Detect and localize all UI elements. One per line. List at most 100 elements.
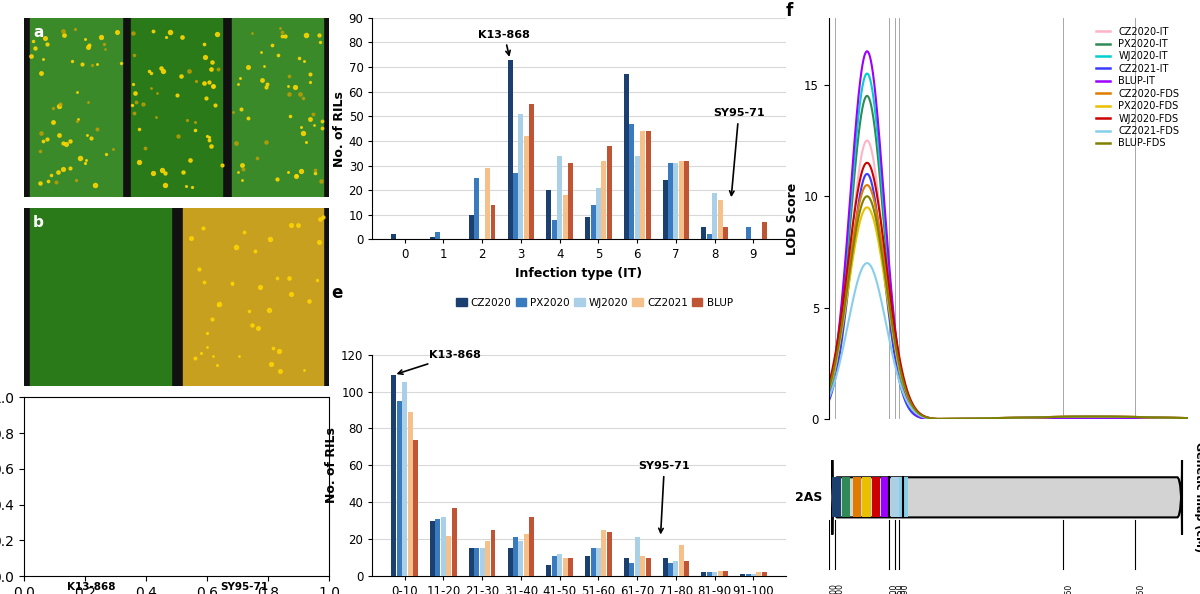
CZ2021-FDS [967,415,982,422]
PX2020-FDS [860,204,875,211]
Text: K13-868: K13-868 [67,582,115,592]
CZ2020-FDS [822,384,836,391]
Bar [872,477,881,517]
Text: KP24_43.76:25.60: KP24_43.76:25.60 [1135,583,1145,594]
Bar [646,558,650,576]
PX2020-IT [1102,416,1116,423]
Line: CZ2021-FDS: CZ2021-FDS [829,263,1188,419]
Bar [635,156,640,239]
CZ2020-FDS [967,415,982,422]
Bar [607,146,612,239]
Bar [596,188,601,239]
Bar [863,477,871,517]
Bar [546,565,551,576]
CZ2021-FDS [822,394,836,402]
Y-axis label: No. of RILs: No. of RILs [332,91,346,166]
Bar [673,561,678,576]
CZ2020-FDS [860,182,875,189]
BLUP-FDS [980,415,995,422]
Text: SY95-71: SY95-71 [638,461,690,533]
Bar [131,18,222,197]
BLUP-FDS [1181,415,1195,422]
Bar [557,156,562,239]
Bar [668,163,673,239]
Bar [853,477,862,517]
Bar [601,160,606,239]
CZ2020-FDS [1109,413,1123,420]
PX2020-FDS [1109,413,1123,420]
Bar [30,18,121,197]
BLUP-IT [1109,416,1123,423]
Text: KP24_34.29:5.00: KP24_34.29:5.00 [889,583,898,594]
WJ2020-FDS [1181,415,1195,422]
Bar [518,114,523,239]
Bar [552,556,557,576]
BLUP-FDS [1109,413,1123,420]
CZ2021-FDS [929,415,943,422]
BLUP-FDS [1069,413,1084,420]
Bar [391,235,396,239]
CZ2021-FDS [980,415,995,422]
CZ2020-FDS [980,415,995,422]
WJ2020-IT [1068,416,1082,423]
FancyBboxPatch shape [833,460,1182,535]
Line: CZ2020-FDS: CZ2020-FDS [829,185,1188,419]
PX2020-FDS [930,415,944,422]
CZ2020-IT [980,416,995,423]
CZ2021-FDS [858,260,872,267]
BLUP-IT [1102,416,1116,423]
CZ2021-IT [1181,416,1195,423]
Bar [563,195,568,239]
WJ2020-FDS [860,159,875,166]
Bar [397,401,402,576]
WJ2020-IT [967,416,982,423]
Bar [662,181,667,239]
CZ2021-IT [1109,416,1123,423]
Bar [402,383,407,576]
Bar [624,74,629,239]
Bar [518,541,523,576]
CZ2021-IT [1102,416,1116,423]
WJ2020-FDS [1103,413,1117,420]
CZ2020-FDS [1103,413,1117,420]
PX2020-IT [980,416,995,423]
CZ2021-IT [980,416,995,423]
BLUP-IT [822,388,836,396]
PX2020-IT [1068,416,1082,423]
CZ2021-IT [967,416,982,423]
Text: SC_372:0.00: SC_372:0.00 [829,583,838,594]
CZ2020-IT [822,395,836,402]
CZ2020-IT [858,138,872,146]
Bar [718,571,722,576]
Bar [629,563,635,576]
BLUP-FDS [860,192,875,200]
BLUP-FDS [858,194,872,201]
Bar [679,160,684,239]
Bar [756,573,762,576]
Text: KP24_40.54:19.60: KP24_40.54:19.60 [1063,583,1073,594]
Text: Genetic map (cM): Genetic map (cM) [1194,443,1200,552]
PX2020-FDS [1181,415,1195,422]
Bar [842,477,851,517]
Bar [882,477,890,517]
Bar [740,574,745,576]
CZ2020-FDS [930,415,944,422]
Legend: CZ2020, PX2020, WJ2020, CZ2021, BLUP: CZ2020, PX2020, WJ2020, CZ2021, BLUP [452,293,737,312]
Line: WJ2020-FDS: WJ2020-FDS [829,163,1188,419]
CZ2020-IT [1068,416,1082,423]
Text: KP24_35.74:5.90: KP24_35.74:5.90 [899,583,908,594]
Bar [646,131,650,239]
CZ2020-IT [967,416,982,423]
Bar [563,558,568,576]
Legend: CZ2020-IT, PX2020-IT, WJ2020-IT, CZ2021-IT, BLUP-IT, CZ2020-FDS, PX2020-FDS, WJ2: CZ2020-IT, PX2020-IT, WJ2020-IT, CZ2021-… [1092,23,1183,152]
Text: c: c [34,405,42,419]
Bar [512,538,518,576]
PX2020-FDS [822,387,836,394]
BLUP-IT [860,48,875,55]
Bar [485,168,490,239]
WJ2020-FDS [822,381,836,388]
Bar [557,554,562,576]
CZ2020-IT [1181,416,1195,423]
Bar [469,548,474,576]
CZ2021-FDS [860,260,875,267]
